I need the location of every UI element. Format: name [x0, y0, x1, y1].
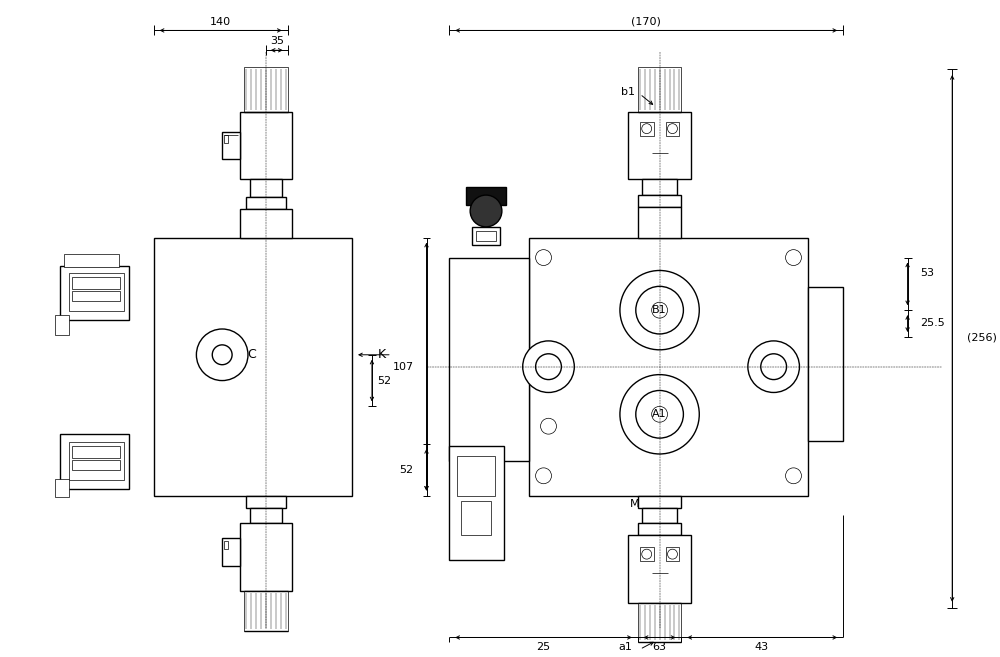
Text: K: K: [378, 348, 386, 361]
Text: (256): (256): [967, 333, 997, 343]
Bar: [472, 227, 500, 244]
Bar: [666, 547, 679, 561]
Bar: [240, 112, 292, 179]
Bar: [222, 131, 240, 160]
Bar: [466, 187, 506, 205]
Circle shape: [212, 345, 232, 365]
Bar: [808, 287, 843, 441]
Bar: [244, 67, 288, 112]
Circle shape: [620, 374, 699, 454]
Circle shape: [196, 329, 248, 380]
Bar: [529, 238, 808, 495]
Bar: [638, 195, 681, 207]
Text: 35: 35: [270, 36, 284, 47]
Bar: [224, 541, 228, 549]
Circle shape: [636, 286, 683, 334]
Circle shape: [536, 250, 551, 265]
Circle shape: [523, 341, 574, 392]
Bar: [640, 122, 654, 135]
Bar: [154, 238, 352, 495]
Bar: [638, 602, 681, 643]
Text: 107: 107: [392, 362, 414, 372]
Bar: [240, 524, 292, 591]
Bar: [457, 456, 495, 495]
Bar: [638, 207, 681, 238]
Bar: [222, 538, 240, 566]
Bar: [666, 122, 679, 135]
Circle shape: [652, 407, 668, 422]
Circle shape: [668, 124, 677, 133]
Text: 140: 140: [210, 16, 231, 26]
Circle shape: [470, 195, 502, 227]
Circle shape: [541, 419, 556, 434]
Bar: [240, 209, 292, 238]
Text: 25: 25: [536, 643, 551, 652]
Bar: [72, 446, 120, 458]
Text: A1: A1: [652, 409, 667, 419]
Bar: [449, 446, 504, 560]
Circle shape: [652, 302, 668, 318]
Bar: [461, 501, 491, 535]
Bar: [628, 535, 691, 602]
Bar: [244, 591, 288, 631]
Text: (170): (170): [631, 16, 661, 26]
Bar: [642, 508, 677, 524]
Bar: [72, 460, 120, 470]
Bar: [246, 495, 286, 508]
Bar: [449, 258, 529, 461]
Bar: [250, 508, 282, 524]
Bar: [628, 112, 691, 179]
Bar: [640, 547, 654, 561]
Text: a1: a1: [618, 643, 632, 652]
Bar: [72, 291, 120, 301]
Bar: [64, 254, 119, 267]
Bar: [638, 524, 681, 535]
Circle shape: [536, 468, 551, 484]
Circle shape: [668, 549, 677, 559]
Bar: [638, 67, 681, 112]
Bar: [69, 442, 124, 480]
Bar: [224, 135, 228, 143]
Bar: [250, 179, 282, 197]
Circle shape: [642, 549, 652, 559]
Text: M: M: [630, 499, 640, 509]
Circle shape: [786, 468, 801, 484]
Circle shape: [786, 250, 801, 265]
Bar: [60, 265, 129, 320]
Bar: [476, 231, 496, 240]
Circle shape: [642, 124, 652, 133]
Text: 52: 52: [399, 465, 414, 475]
Bar: [72, 277, 120, 289]
Text: 25.5: 25.5: [920, 318, 945, 328]
Bar: [246, 197, 286, 209]
Bar: [69, 273, 124, 311]
Bar: [638, 495, 681, 508]
Text: 43: 43: [755, 643, 769, 652]
Bar: [642, 179, 677, 195]
Bar: [60, 434, 129, 489]
Circle shape: [761, 353, 787, 380]
Text: 52: 52: [377, 376, 391, 386]
Circle shape: [636, 390, 683, 438]
Bar: [55, 479, 69, 497]
Text: 53: 53: [920, 269, 934, 279]
Text: b1: b1: [621, 87, 635, 97]
Circle shape: [620, 271, 699, 350]
Circle shape: [536, 353, 561, 380]
Text: B1: B1: [652, 305, 667, 315]
Text: C: C: [248, 348, 256, 361]
Text: 63: 63: [653, 643, 667, 652]
Bar: [55, 315, 69, 335]
Circle shape: [748, 341, 799, 392]
